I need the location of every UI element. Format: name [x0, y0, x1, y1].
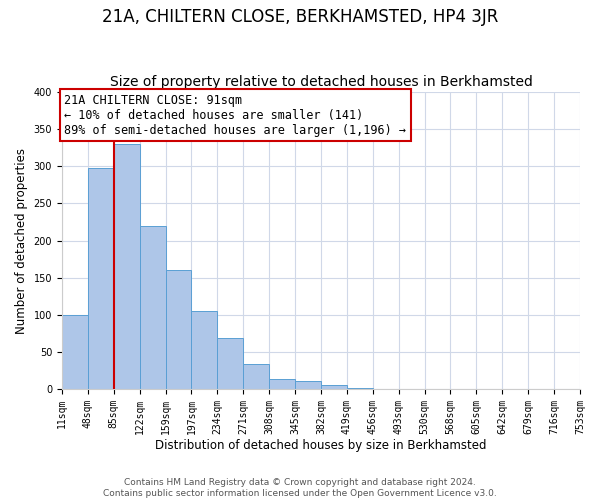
Bar [295, 381, 321, 389]
Bar [140, 226, 166, 389]
Bar [243, 364, 269, 389]
Bar [217, 338, 243, 389]
Text: 21A, CHILTERN CLOSE, BERKHAMSTED, HP4 3JR: 21A, CHILTERN CLOSE, BERKHAMSTED, HP4 3J… [102, 8, 498, 26]
Bar [321, 386, 347, 389]
Bar [114, 144, 140, 389]
Bar [269, 378, 295, 389]
Bar [88, 168, 114, 389]
Title: Size of property relative to detached houses in Berkhamsted: Size of property relative to detached ho… [110, 76, 532, 90]
Bar [191, 311, 217, 389]
X-axis label: Distribution of detached houses by size in Berkhamsted: Distribution of detached houses by size … [155, 440, 487, 452]
Bar [62, 314, 88, 389]
Bar [347, 388, 373, 389]
Text: 21A CHILTERN CLOSE: 91sqm
← 10% of detached houses are smaller (141)
89% of semi: 21A CHILTERN CLOSE: 91sqm ← 10% of detac… [64, 94, 406, 136]
Bar [166, 270, 191, 389]
Y-axis label: Number of detached properties: Number of detached properties [15, 148, 28, 334]
Text: Contains HM Land Registry data © Crown copyright and database right 2024.
Contai: Contains HM Land Registry data © Crown c… [103, 478, 497, 498]
